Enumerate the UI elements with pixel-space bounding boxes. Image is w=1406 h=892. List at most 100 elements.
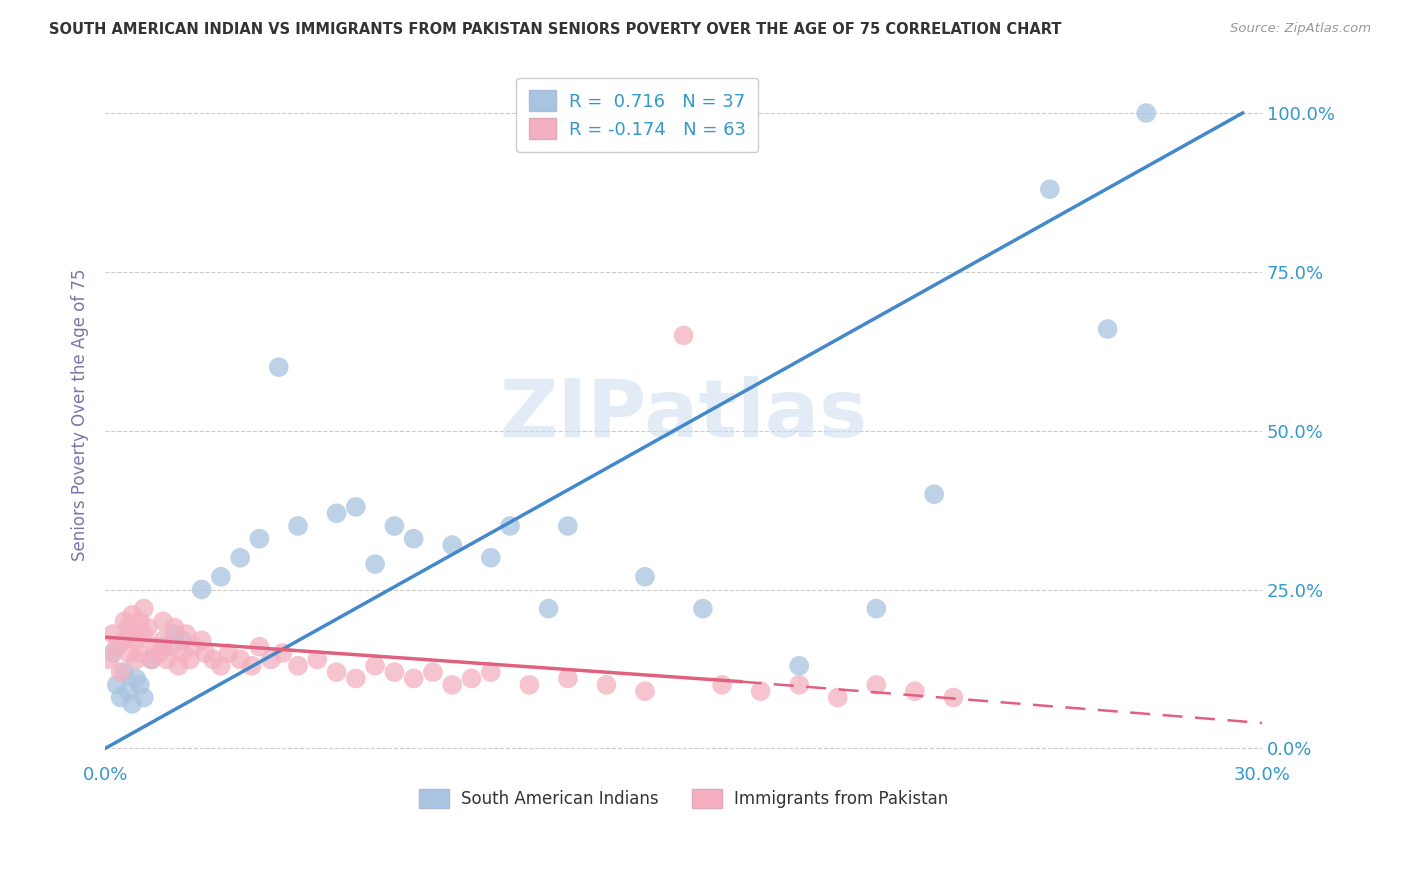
Point bbox=[595, 678, 617, 692]
Point bbox=[271, 646, 294, 660]
Point bbox=[384, 519, 406, 533]
Point bbox=[249, 640, 271, 654]
Point bbox=[117, 621, 139, 635]
Point bbox=[105, 640, 128, 654]
Point bbox=[325, 665, 347, 680]
Point bbox=[441, 538, 464, 552]
Point bbox=[865, 678, 887, 692]
Point bbox=[229, 652, 252, 666]
Point bbox=[422, 665, 444, 680]
Text: SOUTH AMERICAN INDIAN VS IMMIGRANTS FROM PAKISTAN SENIORS POVERTY OVER THE AGE O: SOUTH AMERICAN INDIAN VS IMMIGRANTS FROM… bbox=[49, 22, 1062, 37]
Point bbox=[942, 690, 965, 705]
Point bbox=[287, 519, 309, 533]
Point bbox=[1039, 182, 1062, 196]
Point bbox=[101, 646, 124, 660]
Point bbox=[218, 646, 240, 660]
Point bbox=[557, 672, 579, 686]
Point bbox=[101, 627, 124, 641]
Point bbox=[125, 672, 148, 686]
Point bbox=[190, 582, 212, 597]
Point bbox=[110, 690, 132, 705]
Point bbox=[904, 684, 927, 698]
Point bbox=[129, 678, 152, 692]
Point bbox=[183, 640, 205, 654]
Point bbox=[172, 633, 194, 648]
Point bbox=[249, 532, 271, 546]
Point bbox=[240, 658, 263, 673]
Point bbox=[209, 570, 232, 584]
Point bbox=[479, 665, 502, 680]
Point bbox=[749, 684, 772, 698]
Point bbox=[787, 658, 810, 673]
Point bbox=[163, 621, 186, 635]
Point bbox=[117, 684, 139, 698]
Y-axis label: Seniors Poverty Over the Age of 75: Seniors Poverty Over the Age of 75 bbox=[72, 268, 89, 561]
Point bbox=[537, 601, 560, 615]
Point bbox=[117, 646, 139, 660]
Point bbox=[441, 678, 464, 692]
Point bbox=[143, 640, 166, 654]
Point bbox=[159, 640, 181, 654]
Point bbox=[132, 627, 155, 641]
Point bbox=[156, 652, 179, 666]
Point bbox=[1097, 322, 1119, 336]
Point bbox=[167, 658, 190, 673]
Point bbox=[260, 652, 283, 666]
Point bbox=[152, 640, 174, 654]
Point bbox=[121, 627, 143, 641]
Point bbox=[129, 646, 152, 660]
Point bbox=[344, 672, 367, 686]
Point bbox=[557, 519, 579, 533]
Point bbox=[141, 652, 163, 666]
Point bbox=[711, 678, 734, 692]
Point bbox=[827, 690, 849, 705]
Point bbox=[179, 652, 201, 666]
Point bbox=[129, 615, 152, 629]
Point bbox=[148, 646, 170, 660]
Point bbox=[634, 570, 657, 584]
Point bbox=[172, 646, 194, 660]
Point bbox=[125, 633, 148, 648]
Point bbox=[865, 601, 887, 615]
Point bbox=[344, 500, 367, 514]
Point bbox=[174, 627, 197, 641]
Point bbox=[132, 601, 155, 615]
Point bbox=[105, 678, 128, 692]
Point bbox=[114, 633, 136, 648]
Point bbox=[136, 621, 159, 635]
Point bbox=[325, 506, 347, 520]
Point bbox=[98, 652, 121, 666]
Point bbox=[460, 672, 482, 686]
Point bbox=[364, 557, 387, 571]
Point bbox=[132, 690, 155, 705]
Point bbox=[479, 550, 502, 565]
Point bbox=[307, 652, 329, 666]
Point bbox=[202, 652, 225, 666]
Point bbox=[402, 532, 425, 546]
Point bbox=[209, 658, 232, 673]
Point bbox=[499, 519, 522, 533]
Point bbox=[692, 601, 714, 615]
Point bbox=[922, 487, 945, 501]
Point bbox=[110, 665, 132, 680]
Point bbox=[1135, 106, 1157, 120]
Point bbox=[787, 678, 810, 692]
Point bbox=[517, 678, 540, 692]
Point bbox=[229, 550, 252, 565]
Point bbox=[114, 665, 136, 680]
Point bbox=[287, 658, 309, 673]
Point bbox=[163, 627, 186, 641]
Point bbox=[141, 652, 163, 666]
Point bbox=[190, 633, 212, 648]
Point bbox=[364, 658, 387, 673]
Point bbox=[121, 607, 143, 622]
Point bbox=[634, 684, 657, 698]
Point bbox=[672, 328, 695, 343]
Point bbox=[194, 646, 217, 660]
Point bbox=[121, 697, 143, 711]
Point bbox=[384, 665, 406, 680]
Text: Source: ZipAtlas.com: Source: ZipAtlas.com bbox=[1230, 22, 1371, 36]
Point bbox=[152, 633, 174, 648]
Point bbox=[114, 615, 136, 629]
Point bbox=[402, 672, 425, 686]
